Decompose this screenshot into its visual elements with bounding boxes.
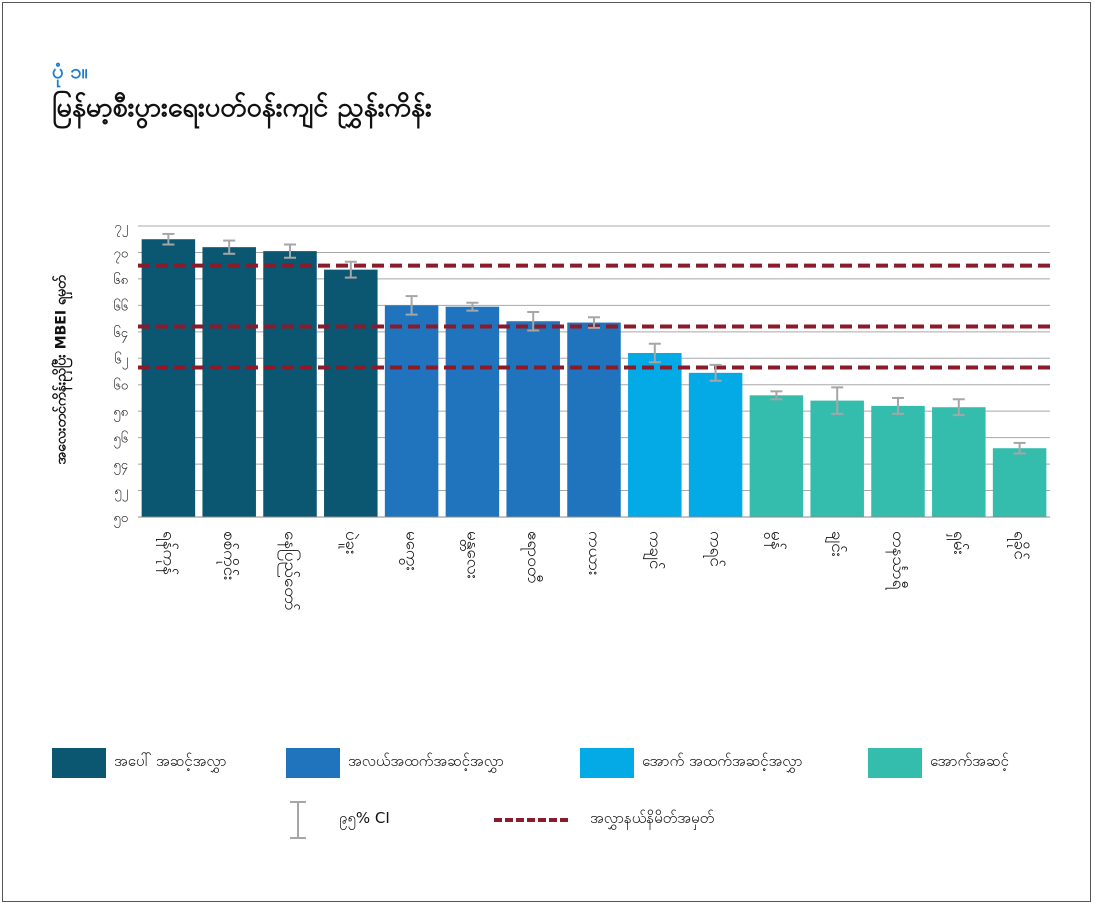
legend-item-lower-upper-tier: အောက် အထက်အဆင့်အလွှာ xyxy=(580,745,802,781)
legend-label-ci: ၉၅% CI xyxy=(339,809,390,827)
bar xyxy=(749,395,804,517)
legend-item-lower-tier: အောက်အဆင့် xyxy=(868,745,1009,781)
y-tick-label: ၆၈ xyxy=(113,272,128,288)
legend-swatch-lower-upper-tier xyxy=(580,748,634,778)
x-tick-label: ကချင် xyxy=(642,531,665,569)
x-tick-label: ချင်း xyxy=(824,531,847,557)
x-tick-label: မွန် xyxy=(763,531,786,550)
x-tick-label: ကယား xyxy=(584,531,604,575)
x-tick-label: စစ်ကိုင်း xyxy=(216,531,239,581)
legend-swatch-lower-tier xyxy=(868,748,922,778)
bar xyxy=(324,269,378,517)
legend-label-top-tier: အပေါ် အဆင့်အလွှာ xyxy=(114,752,227,770)
figure-number: ပုံ ၁။ xyxy=(52,59,88,83)
bar xyxy=(384,305,439,517)
legend-swatch-upper-middle-tier xyxy=(286,748,340,778)
bar xyxy=(628,352,682,517)
legend-label-upper-middle-tier: အလယ်အထက်အဆင့်အလွှာ xyxy=(348,752,504,770)
y-tick-label: ၇၀ xyxy=(113,246,128,263)
x-tick-label: ရန်ကုန် xyxy=(155,531,178,575)
bar xyxy=(141,239,196,517)
x-tick-label: မကွေး xyxy=(399,531,422,571)
legend-label-lower-tier: အောက်အဆင့် xyxy=(930,752,1009,770)
y-tick-label: ၆၂ xyxy=(114,351,128,369)
bar xyxy=(202,247,256,517)
chart-title: မြန်မာ့စီးပွားရေးပတ်ဝန်းကျင် ညွှန်းကိန်း xyxy=(52,92,432,123)
dashed-line-icon xyxy=(494,818,568,822)
x-tick-label: ကရင် xyxy=(703,531,726,567)
bar xyxy=(263,251,317,517)
bar xyxy=(567,322,621,517)
bar xyxy=(871,405,925,517)
bar xyxy=(445,306,500,517)
x-tick-label: မန္တလေး xyxy=(459,531,482,579)
bar xyxy=(932,407,986,517)
bar xyxy=(506,321,560,517)
y-tick-label: ၅၈ xyxy=(113,405,128,422)
y-tick-label: ၅၄ xyxy=(113,458,128,475)
x-tick-label: နေပြည်တော် xyxy=(277,531,302,611)
y-tick-label: ၆၀ xyxy=(113,378,128,394)
tier-legend: အပေါ် အဆင့်အလွှာ အလယ်အထက်အဆင့်အလွှာ အောက… xyxy=(52,745,1092,781)
reference-legend: ၉၅% CI အလွှာနယ်နိမိတ်အမှတ် xyxy=(0,800,1095,840)
legend-item-threshold: အလွှာနယ်နိမိတ်အမှတ် xyxy=(494,800,714,840)
y-tick-label: ၅၆ xyxy=(113,431,128,449)
bar xyxy=(810,400,864,517)
y-tick-label: ၇၂ xyxy=(114,220,128,237)
legend-label-lower-upper-tier: အောက် အထက်အဆင့်အလွှာ xyxy=(642,752,803,770)
y-tick-label: ၆၄ xyxy=(113,325,128,343)
legend-item-ci: ၉၅% CI xyxy=(287,800,390,840)
x-tick-label: ဧရာဝတီ xyxy=(520,531,543,583)
legend-label-threshold: အလွှာနယ်နိမိတ်အမှတ် xyxy=(590,809,715,827)
x-tick-label: ရှမ်း xyxy=(946,531,969,555)
y-tick-label: ၅၀ xyxy=(113,511,128,528)
x-tick-label: ရခိုင် xyxy=(1007,531,1030,560)
legend-item-top-tier: အပေါ် အဆင့်အလွှာ xyxy=(52,745,227,781)
y-tick-label: ၆၆ xyxy=(113,298,128,314)
x-tick-label: တနင်္သာရီ xyxy=(885,531,908,591)
x-tick-label: ပဲခူး xyxy=(338,531,361,555)
legend-swatch-top-tier xyxy=(52,748,106,778)
error-bar-icon xyxy=(290,801,306,839)
bar xyxy=(688,372,743,517)
legend-item-upper-middle-tier: အလယ်အထက်အဆင့်အလွှာ xyxy=(286,745,504,781)
bar xyxy=(992,448,1047,517)
y-tick-label: ၅၂ xyxy=(114,485,128,502)
